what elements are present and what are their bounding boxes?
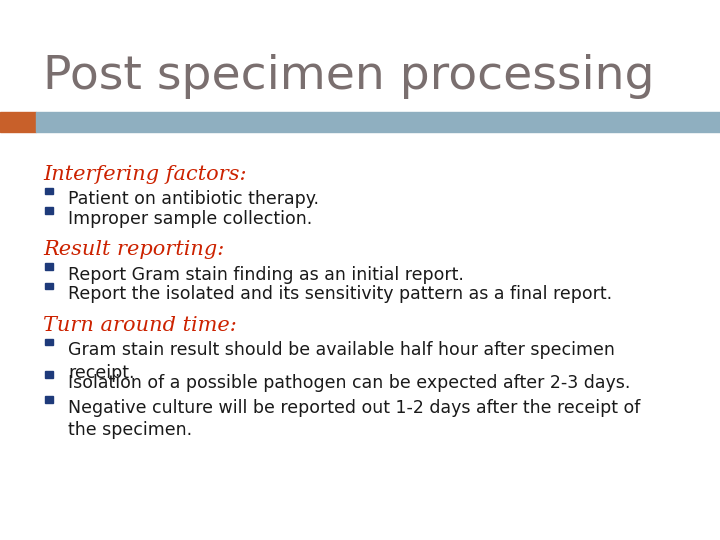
Bar [45,207,53,214]
Text: Report Gram stain finding as an initial report.: Report Gram stain finding as an initial … [68,266,464,284]
Bar [45,396,53,403]
Bar [36,112,720,132]
Bar [45,188,53,194]
Text: Post specimen processing: Post specimen processing [43,54,654,99]
Text: Improper sample collection.: Improper sample collection. [68,210,312,227]
Text: Gram stain result should be available half hour after specimen
receipt.: Gram stain result should be available ha… [68,341,616,382]
Bar [45,283,53,289]
Text: Result reporting:: Result reporting: [43,240,225,259]
Text: Report the isolated and its sensitivity pattern as a final report.: Report the isolated and its sensitivity … [68,285,613,303]
Text: Negative culture will be reported out 1-2 days after the receipt of
the specimen: Negative culture will be reported out 1-… [68,399,641,440]
Text: Turn around time:: Turn around time: [43,316,237,335]
Bar [45,339,53,346]
Text: Interfering factors:: Interfering factors: [43,165,247,184]
Text: Patient on antibiotic therapy.: Patient on antibiotic therapy. [68,190,320,208]
Text: Isolation of a possible pathogen can be expected after 2-3 days.: Isolation of a possible pathogen can be … [68,374,631,391]
Bar [45,372,53,378]
Bar [45,264,53,270]
Bar [0,112,36,132]
